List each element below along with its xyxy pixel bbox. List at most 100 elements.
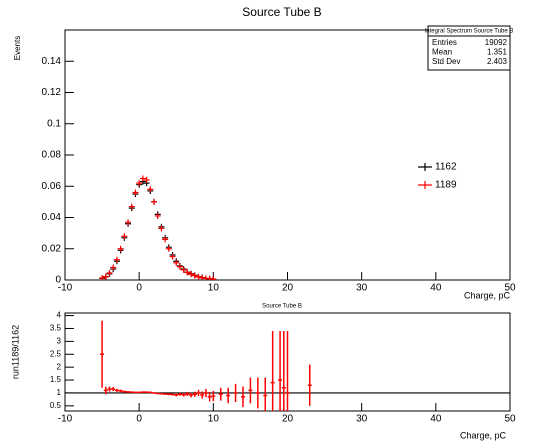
y-tick-label: 0.5 [50,401,62,410]
ratio-point [196,389,201,397]
stats-label: Mean [432,48,452,57]
data-point [117,245,124,252]
ratio-point [278,331,283,411]
y-tick-label: 0.08 [42,150,62,161]
ratio-point [144,391,149,393]
data-point [128,203,135,210]
data-point [191,272,198,279]
ratio-point [122,390,127,393]
x-tick-label: 40 [430,414,442,425]
stats-label: Std Dev [432,57,460,66]
ratio-point [203,388,208,398]
chart-title: Source Tube B [242,5,321,19]
data-point [139,175,146,182]
data-point [158,225,165,232]
stats-label: Entries [432,38,457,47]
x-tick-label: 10 [208,283,220,294]
ratio-point [177,392,182,396]
y-tick-label: 3.5 [50,324,62,333]
data-point [165,245,172,252]
x-axis-label: Charge, pC [464,290,511,300]
x-tick-label: 0 [136,283,142,294]
ratio-point [159,392,164,395]
stats-value: 2.403 [487,57,508,66]
ratio-point [263,377,268,411]
stats-value: 19092 [485,38,508,47]
y-tick-label: 2 [57,362,62,371]
data-point [99,275,106,280]
ratio-point [103,386,108,395]
ratio-point [189,392,194,398]
ratio-point [148,391,153,394]
legend-label: 1162 [435,162,457,173]
x-tick-label: 40 [430,283,442,294]
x-tick-label: 50 [504,414,516,425]
ratio-point [166,393,171,396]
x-tick-label: 20 [282,414,294,425]
y-tick-label: 4 [57,311,62,320]
data-point [154,212,161,219]
y-tick-label: 0 [55,275,61,286]
data-point [173,259,180,266]
ratio-point [285,331,290,411]
data-point [102,273,109,280]
y-tick-label: 0.12 [42,87,62,98]
y-tick-label: 0.04 [42,212,62,223]
ratio-point [137,391,142,394]
data-point [110,264,117,271]
ratio-x-label: Charge, pC [460,430,507,440]
y-tick-label: 1.5 [50,375,62,384]
ratio-point [218,387,223,401]
y-axis-label: Events [13,36,22,60]
ratio-point [226,387,231,404]
ratio-y-label: run1189/1162 [10,325,20,379]
legend-marker [418,181,432,189]
ratio-title: Source Tube B [262,304,302,310]
x-tick-label: 30 [356,414,368,425]
data-point [147,186,154,193]
ratio-point [126,391,131,393]
x-tick-label: -10 [58,283,73,294]
ratio-point [211,390,216,402]
ratio-point [100,320,105,388]
ratio-point [114,388,119,392]
stats-box [427,25,511,71]
y-tick-label: 1 [57,388,62,397]
ratio-point [111,387,116,392]
data-point [188,271,195,278]
ratio-point [200,391,205,399]
ratio-point [181,392,186,397]
ratio-point [255,377,260,409]
legend-label: 1189 [435,180,457,191]
ratio-point [170,393,175,396]
x-tick-label: 0 [136,414,142,425]
legend-marker [418,163,432,171]
ratio-point [270,331,275,411]
ratio-point [192,391,197,397]
data-point [106,269,113,276]
data-point [136,180,143,187]
x-tick-label: 20 [282,283,294,294]
ratio-point [174,393,179,397]
x-tick-label: 50 [504,283,516,294]
data-point [210,276,217,280]
x-tick-label: 10 [208,414,220,425]
data-point [180,266,187,273]
stats-value: 1.351 [487,48,508,57]
ratio-point [207,392,212,402]
x-tick-label: -10 [58,414,73,425]
data-point [169,253,176,260]
ratio-point [163,393,168,395]
data-point [162,236,169,243]
data-point [184,269,191,276]
data-point [113,256,120,263]
y-tick-label: 0.1 [47,118,61,129]
stats-title: Integral Spectrum Source Tube B [425,29,514,35]
ratio-point [185,391,190,397]
ratio-point [281,331,286,411]
data-point [143,177,150,183]
ratio-point [140,391,145,393]
data-point [125,219,132,226]
data-point [121,233,128,240]
